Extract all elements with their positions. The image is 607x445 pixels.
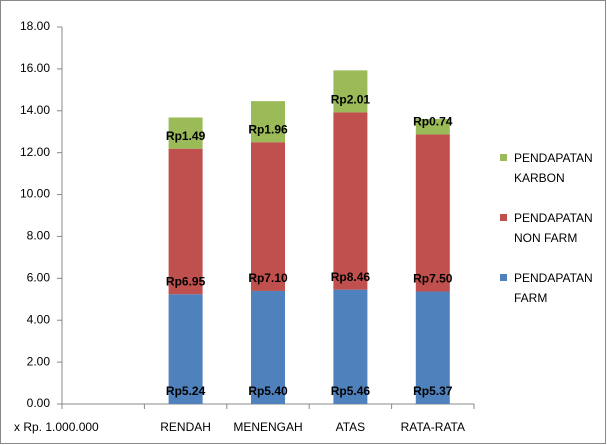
y-tick-label: 14.00 — [20, 103, 50, 117]
bar-segment — [251, 142, 285, 291]
bar-segment — [333, 112, 368, 290]
bar-segment — [333, 289, 368, 404]
bar-segment — [168, 294, 203, 404]
x-tick-label: RATA-RATA — [401, 420, 465, 434]
y-tick-label: 12.00 — [20, 145, 50, 159]
x-tick-label: RENDAH — [160, 420, 211, 434]
data-label: Rp5.46 — [331, 384, 371, 398]
bar-segment — [168, 148, 203, 295]
x-tick-label: ATAS — [336, 420, 366, 434]
bar-segment — [333, 70, 368, 113]
legend-label: PENDAPATAN FARM — [514, 271, 593, 305]
bar-segment — [415, 291, 450, 404]
y-tick-label: 10.00 — [20, 187, 50, 201]
data-label: Rp7.10 — [248, 271, 288, 285]
y-tick-label: 18.00 — [20, 19, 50, 33]
y-tick-label: 6.00 — [27, 271, 51, 285]
data-label: Rp6.95 — [166, 274, 206, 288]
legend-swatch — [500, 214, 507, 221]
y-tick-label: 2.00 — [27, 354, 51, 368]
x-tick-label: MENENGAH — [233, 420, 302, 434]
legend-item: PENDAPATAN KARBON — [500, 148, 600, 188]
bar-segment — [415, 118, 450, 135]
data-label: Rp1.96 — [248, 122, 288, 136]
bar-segment — [168, 117, 203, 149]
y-tick-label: 8.00 — [27, 229, 51, 243]
legend: PENDAPATAN KARBON PENDAPATAN NON FARM PEND… — [500, 148, 600, 328]
data-label: Rp5.24 — [166, 384, 206, 398]
legend-label: PENDAPATAN KARBON — [514, 151, 593, 185]
y-tick-label: 0.00 — [27, 396, 51, 410]
y-tick-label: 4.00 — [27, 312, 51, 326]
legend-label: PENDAPATAN NON FARM — [514, 211, 593, 245]
data-label: Rp1.49 — [166, 129, 206, 143]
legend-swatch — [500, 274, 507, 281]
data-label: Rp5.37 — [413, 384, 453, 398]
bar-segment — [415, 134, 450, 292]
data-label: Rp0.74 — [413, 115, 453, 129]
y-tick-label: 16.00 — [20, 61, 50, 75]
legend-item: PENDAPATAN NON FARM — [500, 208, 600, 248]
legend-item: PENDAPATAN FARM — [500, 268, 600, 308]
data-label: Rp7.50 — [413, 272, 453, 286]
legend-swatch — [500, 154, 507, 161]
data-label: Rp8.46 — [331, 270, 371, 284]
bar-segment — [251, 101, 285, 143]
unit-label: x Rp. 1.000.000 — [14, 420, 99, 434]
data-label: Rp2.01 — [331, 93, 371, 107]
bar-segment — [251, 290, 285, 404]
data-label: Rp5.40 — [248, 384, 288, 398]
